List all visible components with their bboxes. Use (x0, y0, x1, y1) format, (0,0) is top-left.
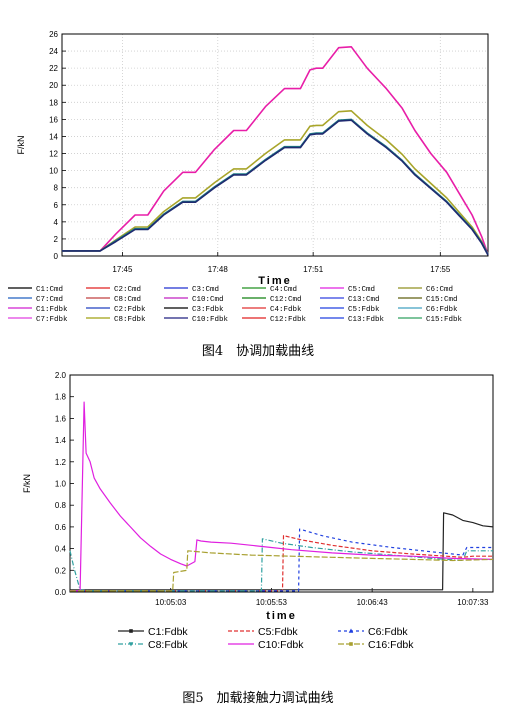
y-tick-label: 10 (49, 167, 58, 176)
series-line-c5-fdbk (70, 535, 493, 592)
legend-label: C1:Fdbk (148, 626, 188, 638)
legend-label: C1:Fdbk (36, 306, 68, 314)
legend-marker (128, 642, 134, 647)
legend-label: C8:Cmd (114, 296, 141, 304)
x-tick-label: 17:51 (303, 265, 324, 274)
y-tick-label: 6 (54, 201, 59, 210)
y-tick-label: 0.0 (55, 588, 67, 597)
y-tick-label: 12 (49, 150, 58, 159)
x-tick-label: 10:06:43 (357, 598, 389, 607)
series-line-olive (62, 110, 489, 255)
x-axis-label: time (266, 610, 297, 622)
legend-label: C7:Cmd (36, 296, 63, 304)
y-tick-label: 2.0 (55, 371, 67, 380)
legend-label: C15:Fdbk (426, 316, 463, 324)
legend-label: C2:Fdbk (114, 306, 146, 314)
series-line-c16-fdbk (70, 550, 494, 592)
x-axis-label: Time (258, 275, 291, 287)
series-line-teal (62, 118, 489, 255)
legend-label: C12:Fdbk (270, 316, 307, 324)
y-tick-label: 2 (54, 235, 59, 244)
legend-label: C10:Fdbk (192, 316, 229, 324)
legend-label: C10:Fdbk (258, 639, 304, 651)
y-tick-label: 8 (54, 184, 59, 193)
legend-label: C7:Fdbk (36, 316, 68, 324)
series-line-c10-fdbk (70, 401, 494, 592)
y-tick-label: 4 (54, 218, 59, 227)
x-tick-label: 17:55 (430, 265, 451, 274)
y-tick-label: 20 (49, 81, 58, 90)
y-tick-label: 1.4 (55, 436, 67, 445)
x-tick-label: 10:07:33 (457, 598, 489, 607)
series-line-pink (62, 46, 489, 255)
legend-label: C6:Fdbk (426, 306, 458, 314)
legend-label: C6:Fdbk (368, 626, 408, 638)
series-line-c8-fdbk (69, 538, 493, 592)
legend-label: C6:Cmd (426, 286, 453, 294)
legend-label: C10:Cmd (192, 296, 224, 304)
legend-label: C15:Cmd (426, 296, 458, 304)
legend-label: C4:Cmd (270, 286, 297, 294)
y-tick-label: 0.2 (55, 566, 67, 575)
legend-label: C4:Fdbk (270, 306, 302, 314)
legend-label: C5:Cmd (348, 286, 375, 294)
legend-label: C5:Fdbk (258, 626, 298, 638)
y-tick-label: 0.4 (55, 545, 67, 554)
y-tick-label: 26 (49, 30, 58, 39)
plot-frame (61, 33, 489, 257)
legend-label: C3:Cmd (192, 286, 219, 294)
series-line-navy (62, 119, 489, 256)
legend-label: C13:Fdbk (348, 316, 385, 324)
x-tick-label: 17:48 (208, 265, 229, 274)
y-tick-label: 18 (49, 98, 58, 107)
y-tick-label: 22 (49, 64, 58, 73)
series-line-c1-fdbk (70, 512, 494, 591)
chart2-caption: 图5 加载接触力调试曲线 (182, 691, 334, 706)
legend-marker (129, 629, 133, 633)
y-axis-label: F/kN (22, 474, 32, 493)
legend-label: C12:Cmd (270, 296, 302, 304)
x-tick-label: 17:45 (112, 265, 133, 274)
series-line-c6-fdbk (70, 528, 493, 592)
y-tick-label: 0.6 (55, 523, 67, 532)
chart-contact-force-debug: 0.0 0.2 0.4 0.6 0.8 1.0 1.2 1.4 1.6 1.8 2.0 10:05:0… (22, 371, 494, 651)
legend-label: C8:Fdbk (148, 639, 188, 651)
y-tick-label: 1.2 (55, 458, 67, 467)
y-tick-label: 1.8 (55, 393, 67, 402)
legend-label: C8:Fdbk (114, 316, 146, 324)
y-axis-label: F/kN (16, 136, 26, 155)
legend-marker (348, 628, 354, 633)
y-tick-label: 0 (54, 252, 59, 261)
y-tick-label: 24 (49, 47, 58, 56)
legend-label: C16:Fdbk (368, 639, 414, 651)
legend-label: C3:Fdbk (192, 306, 224, 314)
y-tick-label: 1.0 (55, 480, 67, 489)
legend-label: C2:Cmd (114, 286, 141, 294)
y-tick-label: 1.6 (55, 414, 67, 423)
legend-label: C13:Cmd (348, 296, 380, 304)
legend-label: C5:Fdbk (348, 306, 380, 314)
legend-marker (349, 642, 353, 646)
x-tick-label: 10:05:53 (256, 598, 288, 607)
y-tick-label: 14 (49, 132, 58, 141)
chart1-caption: 图4 协调加载曲线 (201, 344, 315, 359)
y-tick-label: 0.8 (55, 501, 67, 510)
x-tick-label: 10:05:03 (155, 598, 187, 607)
y-tick-label: 16 (49, 115, 58, 124)
legend-label: C1:Cmd (36, 286, 63, 294)
